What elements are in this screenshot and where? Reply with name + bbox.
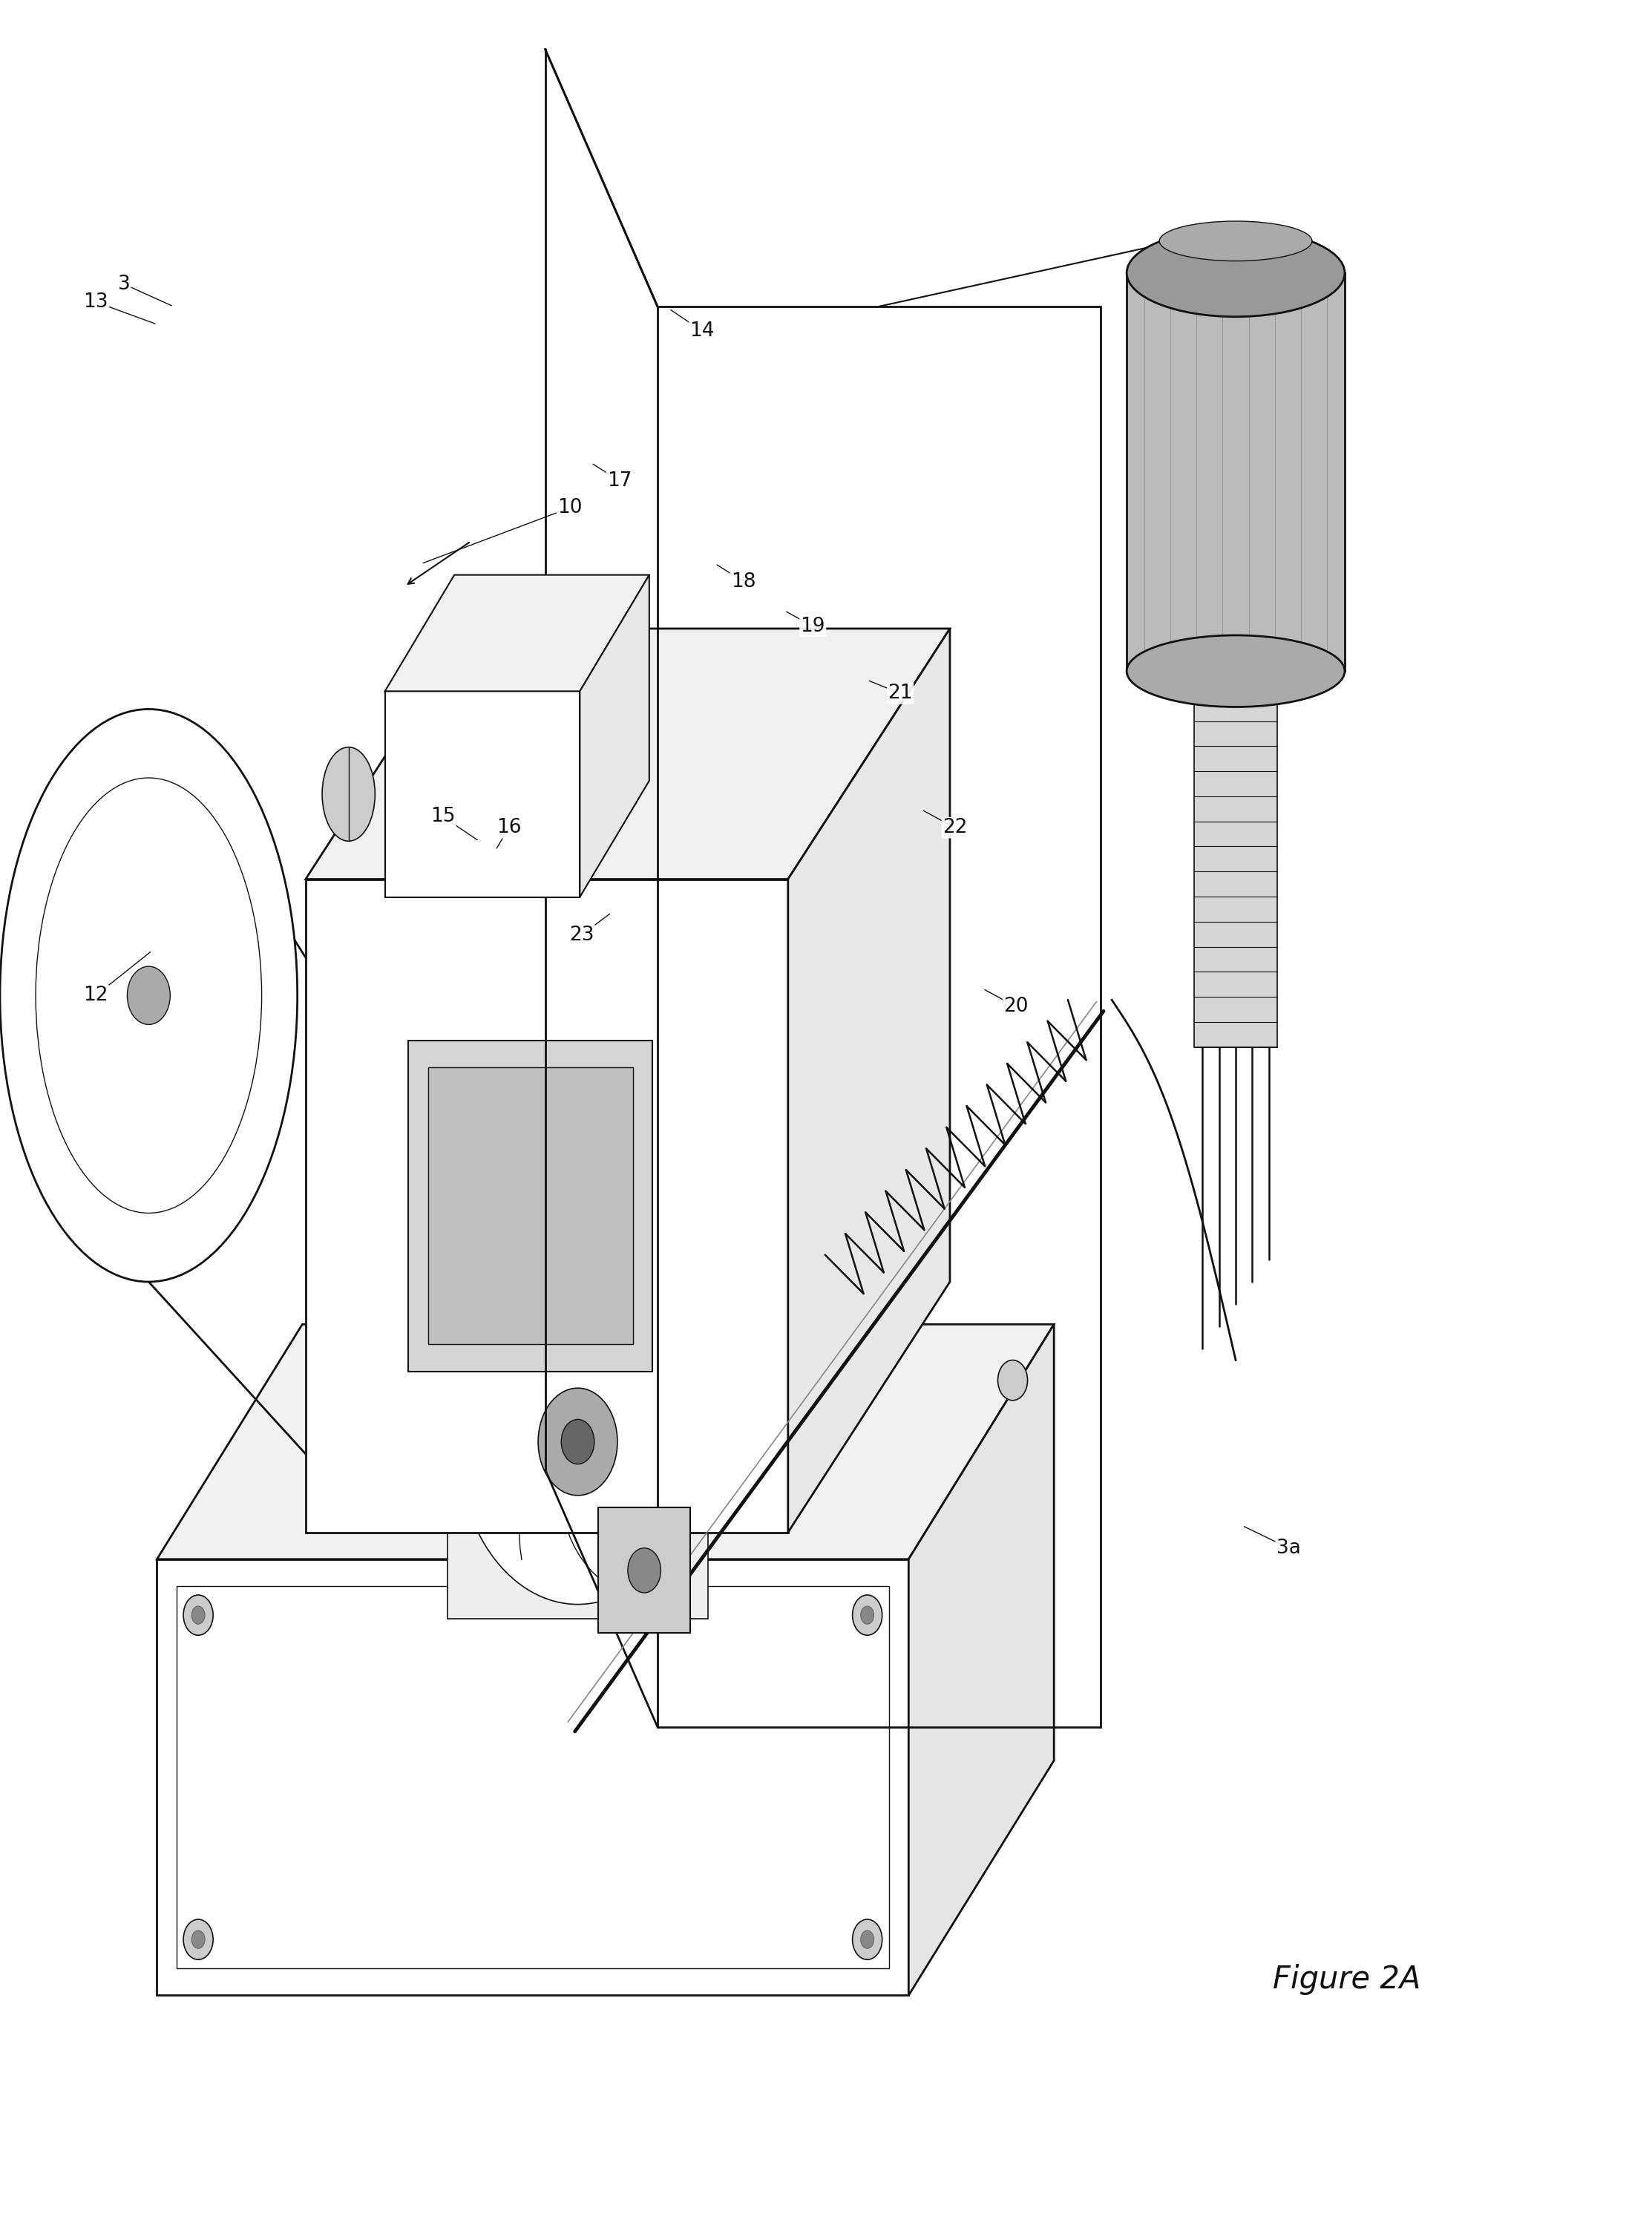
- Ellipse shape: [0, 709, 297, 1282]
- Ellipse shape: [1127, 635, 1345, 707]
- Polygon shape: [448, 1264, 709, 1620]
- Circle shape: [329, 1360, 358, 1400]
- Polygon shape: [408, 1040, 653, 1371]
- Ellipse shape: [322, 747, 375, 841]
- Polygon shape: [385, 691, 580, 897]
- Text: 23: 23: [568, 926, 595, 944]
- Circle shape: [183, 1919, 213, 1960]
- Polygon shape: [1194, 671, 1277, 1047]
- Text: 10: 10: [557, 499, 583, 517]
- Circle shape: [628, 1548, 661, 1593]
- Polygon shape: [157, 1324, 1054, 1559]
- Polygon shape: [385, 575, 649, 691]
- Text: 3a: 3a: [1277, 1539, 1300, 1557]
- Ellipse shape: [1160, 221, 1312, 262]
- Circle shape: [458, 1280, 697, 1604]
- Text: 15: 15: [430, 808, 456, 825]
- Polygon shape: [306, 629, 950, 879]
- Text: 20: 20: [1003, 998, 1029, 1016]
- Polygon shape: [788, 629, 950, 1532]
- Text: 14: 14: [689, 322, 715, 340]
- Text: 19: 19: [800, 617, 826, 635]
- Text: 22: 22: [942, 819, 968, 837]
- Polygon shape: [1127, 273, 1345, 671]
- Polygon shape: [657, 306, 1100, 1727]
- Circle shape: [183, 1595, 213, 1635]
- Polygon shape: [428, 1067, 633, 1344]
- Text: Figure 2A: Figure 2A: [1272, 1964, 1421, 1995]
- Polygon shape: [580, 575, 649, 897]
- Text: 12: 12: [83, 987, 109, 1004]
- Ellipse shape: [1127, 228, 1345, 318]
- Circle shape: [192, 1931, 205, 1948]
- Text: 13: 13: [83, 293, 109, 311]
- Circle shape: [852, 1919, 882, 1960]
- Text: 16: 16: [496, 819, 522, 837]
- Polygon shape: [306, 879, 788, 1532]
- Circle shape: [127, 966, 170, 1025]
- Polygon shape: [157, 1559, 909, 1995]
- Text: 3: 3: [117, 275, 131, 293]
- Polygon shape: [598, 1508, 691, 1633]
- Circle shape: [852, 1595, 882, 1635]
- Polygon shape: [909, 1324, 1054, 1995]
- Circle shape: [861, 1931, 874, 1948]
- Circle shape: [861, 1606, 874, 1624]
- Text: 18: 18: [730, 573, 757, 591]
- Circle shape: [192, 1606, 205, 1624]
- Circle shape: [998, 1360, 1028, 1400]
- Text: 17: 17: [606, 472, 633, 490]
- Circle shape: [562, 1420, 595, 1465]
- Circle shape: [539, 1387, 618, 1497]
- Text: 21: 21: [887, 685, 914, 702]
